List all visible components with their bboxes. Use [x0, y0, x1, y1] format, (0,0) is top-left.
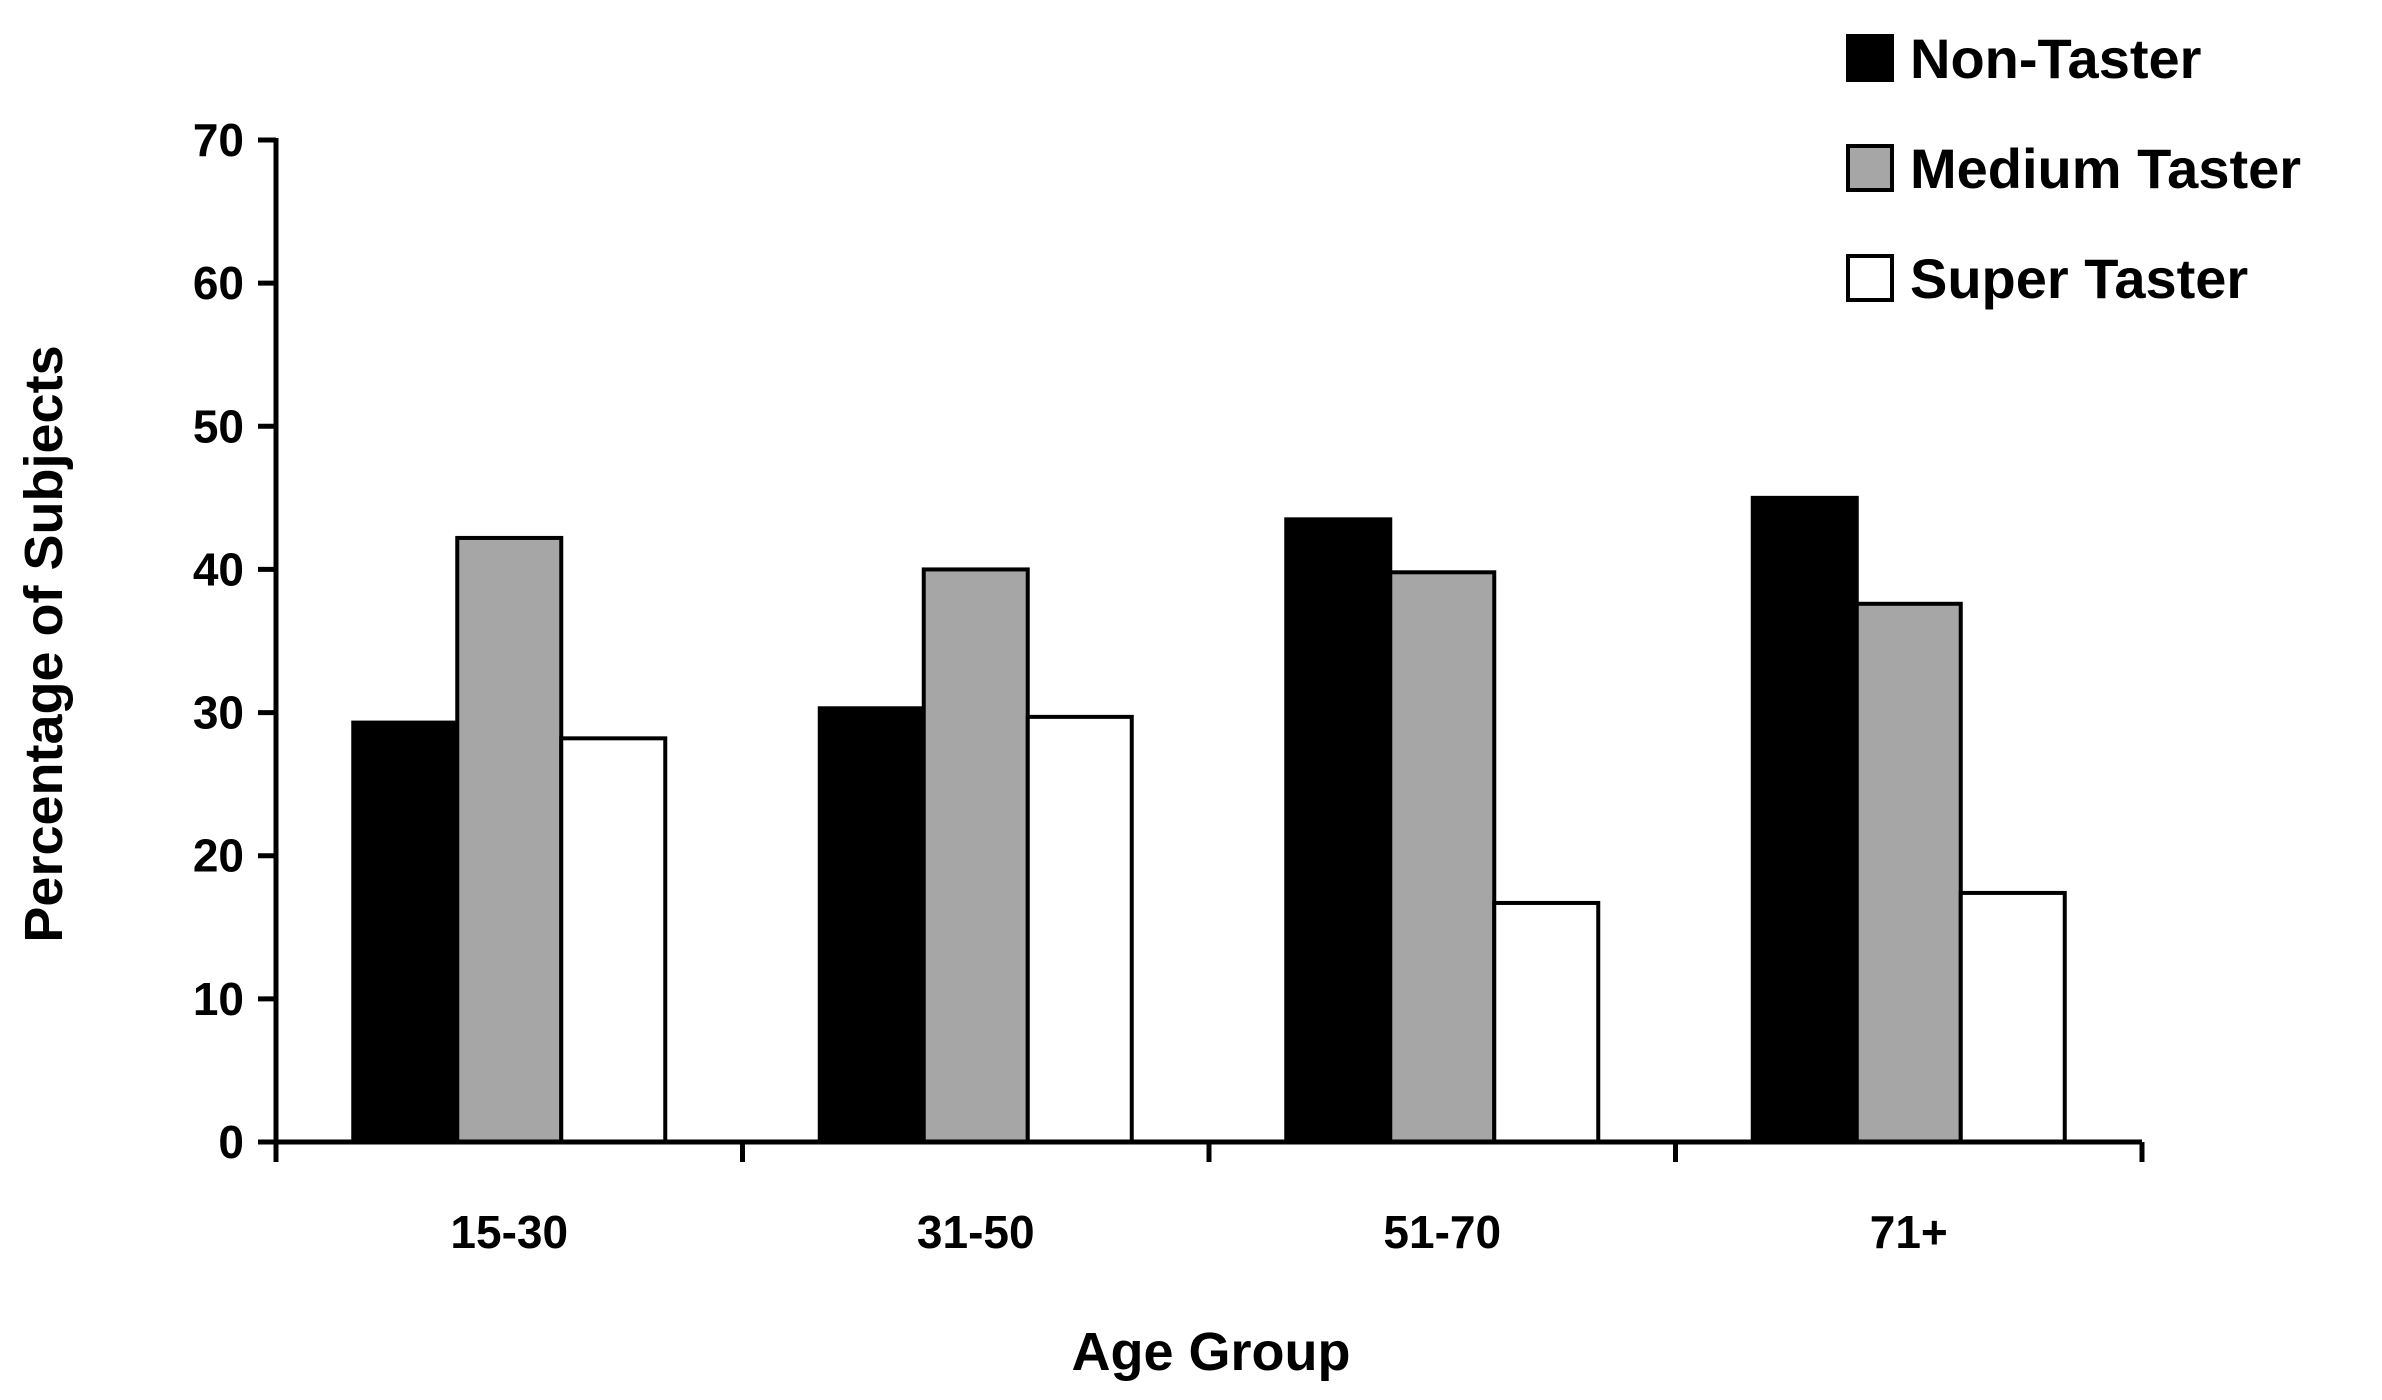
legend-swatch	[1846, 254, 1894, 302]
y-tick-label: 30	[193, 687, 244, 739]
y-tick-label: 60	[193, 257, 244, 309]
legend-label: Non-Taster	[1910, 27, 2201, 90]
y-tick-label: 40	[193, 543, 244, 595]
x-tick-label: 31-50	[917, 1206, 1035, 1258]
y-tick-label: 70	[193, 114, 244, 166]
bar-non-taster	[1284, 517, 1393, 1144]
legend-label: Super Taster	[1910, 247, 2248, 310]
bar-non-taster	[817, 706, 926, 1145]
legend: Non-Taster Medium Taster Super Taster	[1846, 27, 2301, 310]
x-axis-ticks: 15-30 31-50 51-70 71+	[273, 1142, 2145, 1258]
bar-super-taster	[1025, 714, 1134, 1144]
bar-medium-taster	[1854, 601, 1963, 1144]
bar-super-taster	[1492, 900, 1601, 1144]
y-tick-label: 10	[193, 973, 244, 1025]
y-axis-ticks: 0 10 20 30 40 50 60 70	[193, 114, 276, 1168]
bar-super-taster	[1958, 890, 2067, 1145]
bar-super-taster	[559, 736, 668, 1145]
x-tick-label: 71+	[1870, 1206, 1948, 1258]
x-tick-label: 51-70	[1383, 1206, 1501, 1258]
y-tick-label: 20	[193, 830, 244, 882]
x-axis-title: Age Group	[1072, 1322, 1351, 1382]
bar-non-taster	[351, 720, 460, 1144]
bar-medium-taster	[1388, 570, 1497, 1144]
x-tick-label: 15-30	[450, 1206, 568, 1258]
legend-label: Medium Taster	[1910, 137, 2301, 200]
y-tick-label: 50	[193, 400, 244, 452]
y-tick-label: 0	[218, 1116, 244, 1168]
legend-swatch	[1846, 144, 1894, 192]
bar-non-taster	[1750, 495, 1859, 1145]
legend-swatch	[1846, 34, 1894, 82]
bars-layer	[351, 495, 2067, 1145]
bar-medium-taster	[921, 567, 1030, 1144]
bar-medium-taster	[455, 535, 564, 1144]
y-axis-title: Percentage of Subjects	[14, 345, 74, 942]
